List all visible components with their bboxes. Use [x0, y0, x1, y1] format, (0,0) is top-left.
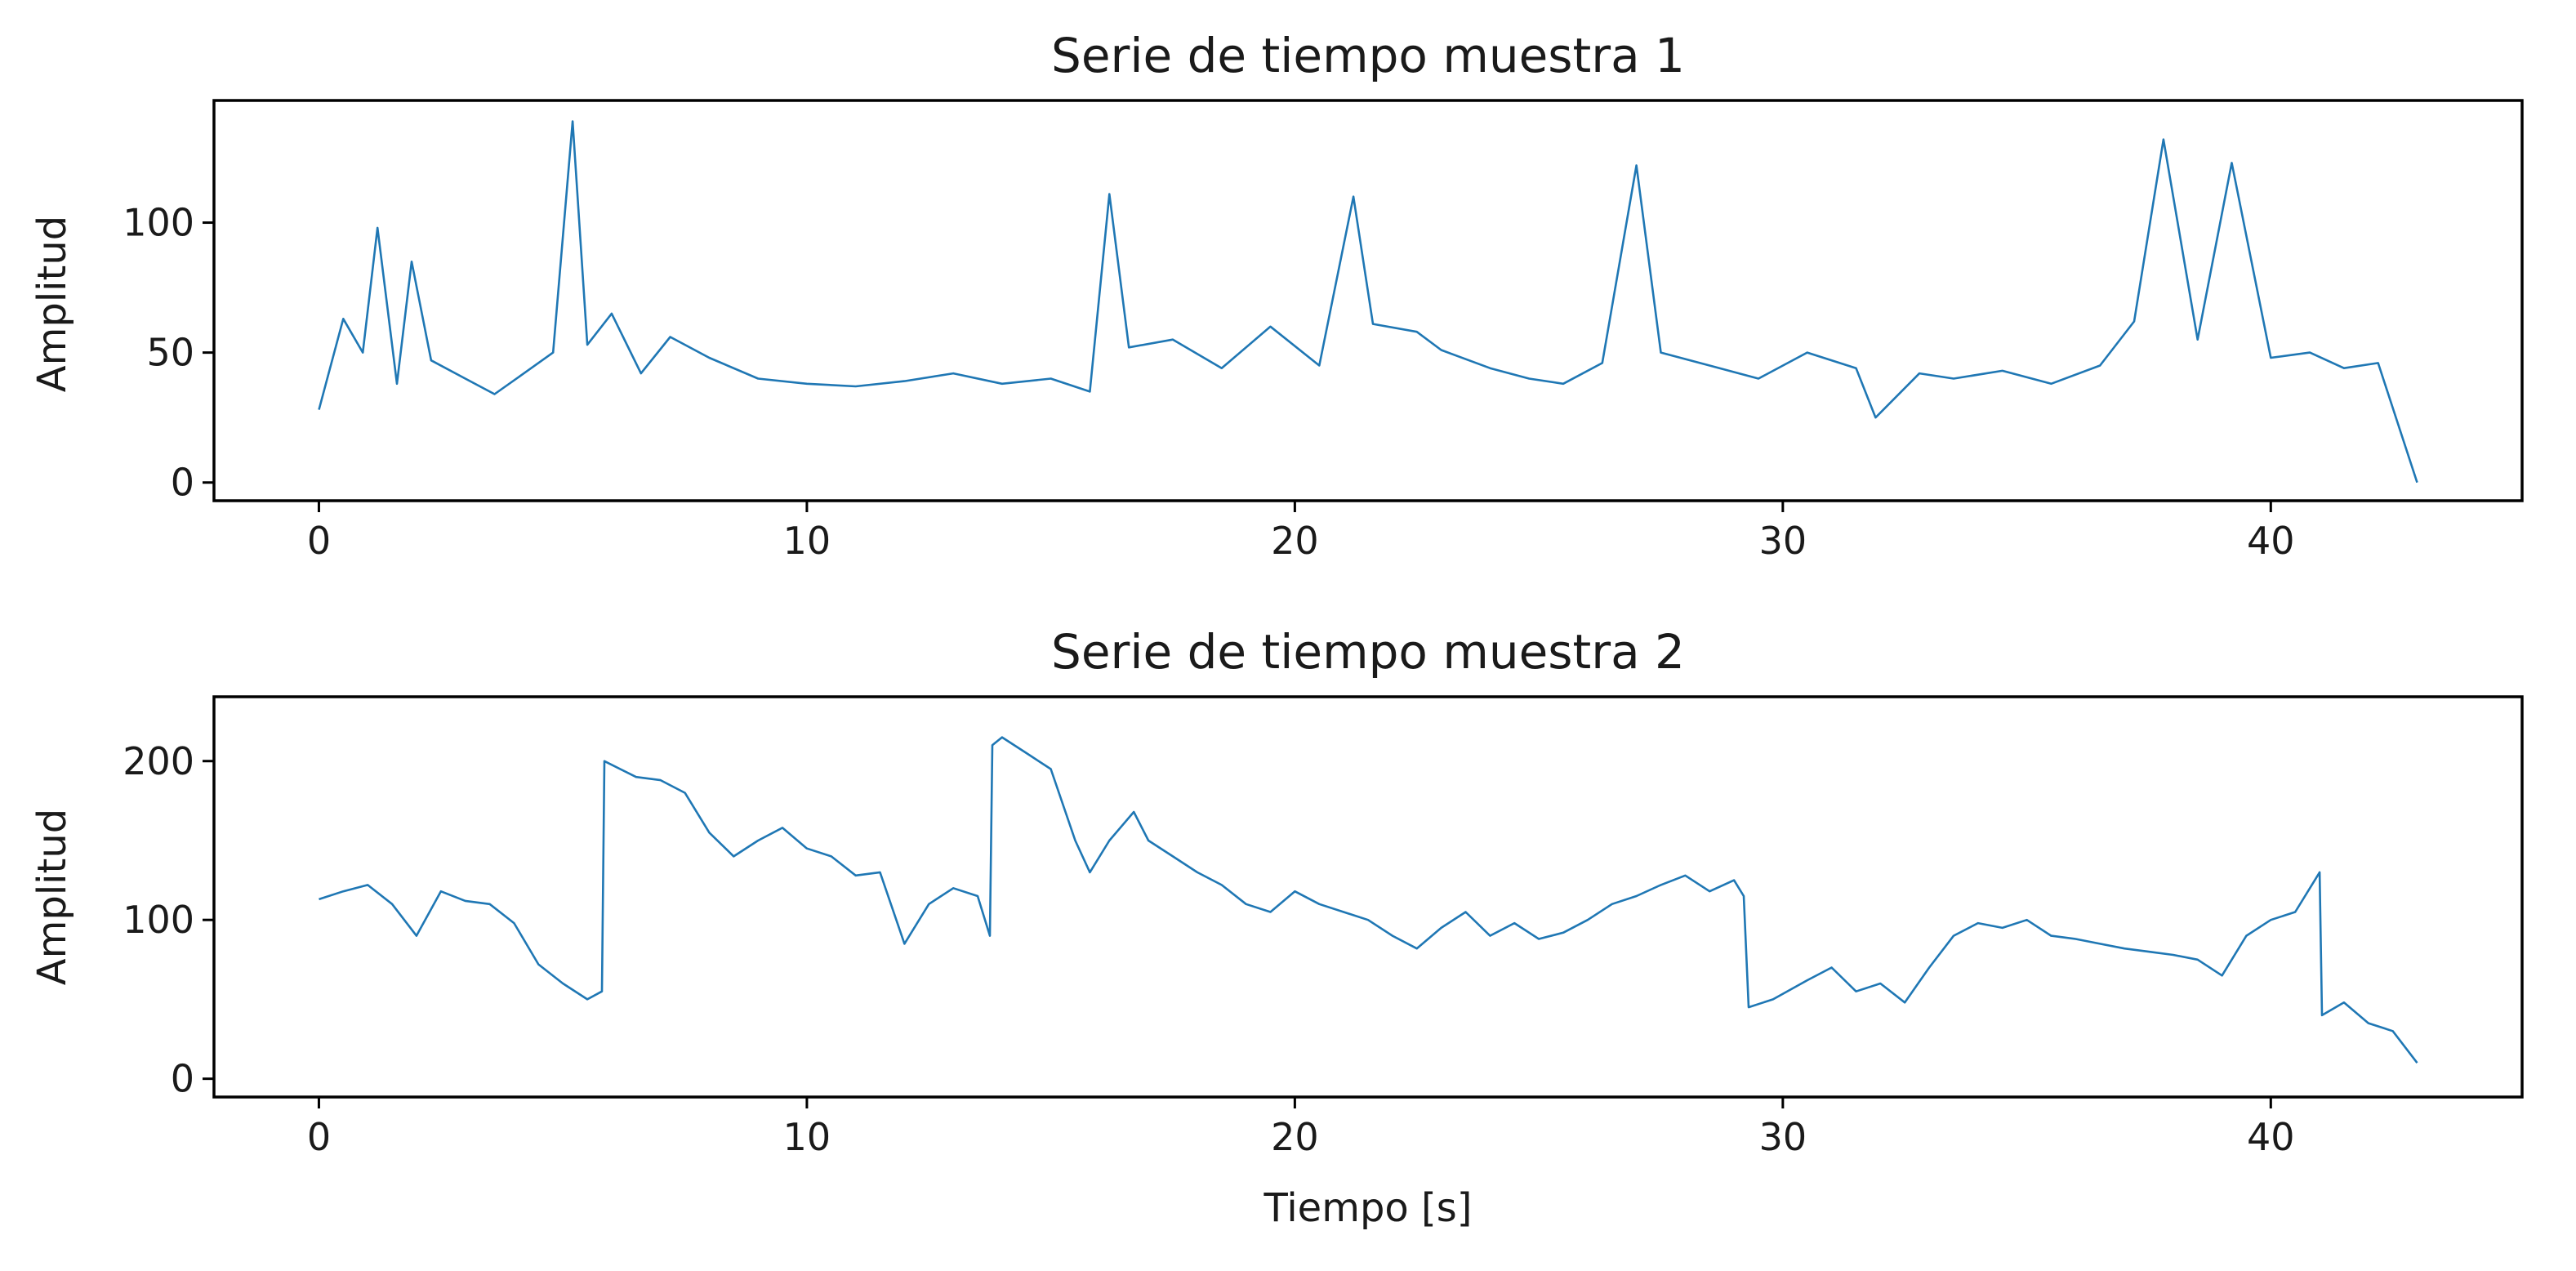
subplot-1-series-line	[318, 120, 2418, 484]
subplot-2-ytick-label: 100	[123, 898, 194, 942]
subplot-1-ytick-label: 50	[146, 331, 194, 375]
subplot-1-xtick-label: 30	[1759, 519, 1807, 563]
subplot-1-ytick-label: 0	[171, 461, 194, 505]
subplot-1-frame	[212, 99, 2524, 502]
subplot-2-series-line	[319, 736, 2418, 1064]
subplot-2-xtick-label: 0	[307, 1115, 331, 1159]
subplot-2-frame	[212, 695, 2524, 1099]
subplot-1-ylabel: Amplitud	[29, 216, 75, 392]
subplot-1-xtick-label: 0	[307, 519, 331, 563]
subplot-2-ylabel: Amplitud	[29, 809, 75, 985]
subplot-1-title: Serie de tiempo muestra 1	[1051, 28, 1685, 83]
subplot-1-xtick-label: 40	[2247, 519, 2295, 563]
x-axis-label: Tiempo [s]	[1263, 1185, 1472, 1231]
subplot-2-xtick-label: 10	[783, 1115, 831, 1159]
subplot-1-xtick-label: 10	[783, 519, 831, 563]
subplot-2-title: Serie de tiempo muestra 2	[1051, 624, 1685, 680]
subplot-2: Serie de tiempo muestra 2 Amplitud 0 10 20…	[29, 624, 2524, 1231]
subplot-2-xtick-label: 40	[2247, 1115, 2295, 1159]
subplot-2-ytick-label: 200	[123, 739, 194, 783]
subplot-1-ytick-label: 100	[123, 201, 194, 245]
subplot-2-ytick-label: 0	[171, 1057, 194, 1101]
subplot-1-xtick-label: 20	[1271, 519, 1319, 563]
subplot-2-plot-area: 0 10 20 30 40 0 100 200	[123, 736, 2418, 1159]
subplot-1: Serie de tiempo muestra 1 Amplitud 0 10 20…	[29, 28, 2524, 563]
subplot-2-xtick-label: 30	[1759, 1115, 1807, 1159]
subplot-1-plot-area: 0 10 20 30 40 0 50 100	[123, 120, 2418, 563]
subplot-2-xtick-label: 20	[1271, 1115, 1319, 1159]
